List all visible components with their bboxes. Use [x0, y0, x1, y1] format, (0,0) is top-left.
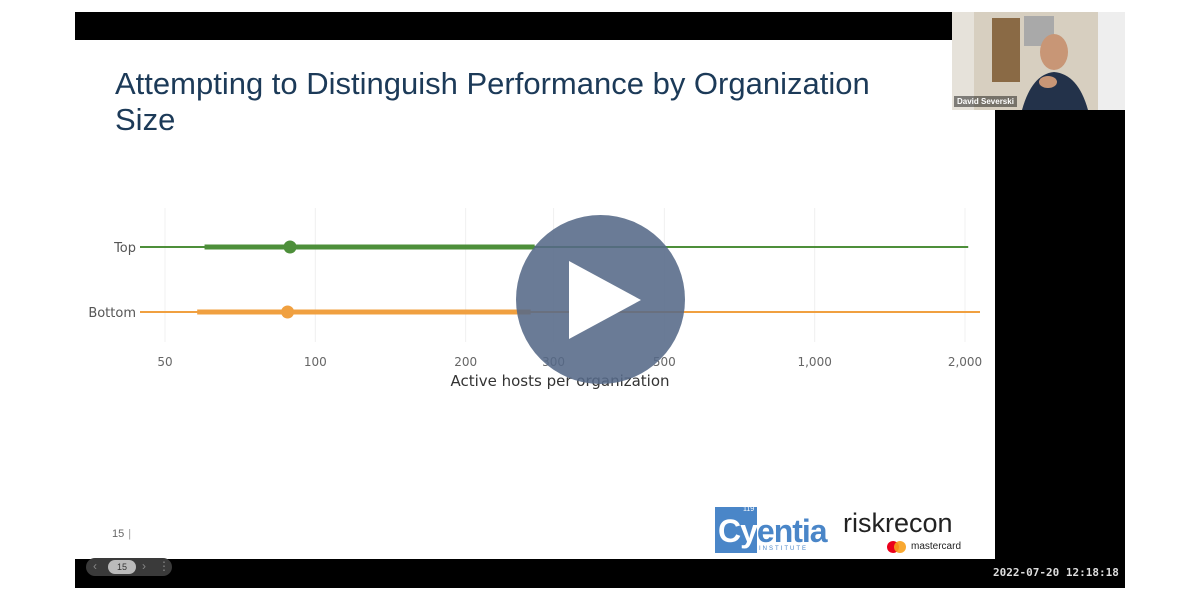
- person-head-shape: [1040, 34, 1068, 70]
- person-body-shape: [1022, 72, 1088, 110]
- next-slide-button[interactable]: ›: [142, 559, 146, 573]
- x-tick-label: 50: [157, 355, 172, 369]
- x-tick-label: 1,000: [797, 355, 831, 369]
- webcam-scene: [952, 12, 1125, 110]
- current-slide-indicator[interactable]: 15: [108, 560, 136, 574]
- median-point: [283, 240, 297, 254]
- x-tick-label: 2,000: [948, 355, 982, 369]
- cyentia-logo-subtitle: INSTITUTE: [759, 546, 808, 552]
- riskrecon-logo-text: riskrecon: [843, 508, 953, 538]
- page-number-separator: |: [128, 528, 132, 540]
- bookshelf-shape: [992, 18, 1020, 82]
- mastercard-logo: mastercard: [887, 540, 1007, 554]
- mastercard-logo-text: mastercard: [911, 541, 962, 552]
- page-number-text: 15: [112, 528, 125, 540]
- median-point: [281, 305, 295, 319]
- play-button[interactable]: [516, 215, 685, 384]
- slide-title: Attempting to Distinguish Performance by…: [115, 66, 870, 137]
- webcam-video: David Severski: [952, 12, 1125, 110]
- person-hand-shape: [1039, 76, 1057, 88]
- more-options-icon[interactable]: ⋮: [158, 559, 170, 573]
- chart-category-labels: Top Bottom: [88, 241, 136, 321]
- cyentia-logo-box: [715, 507, 757, 553]
- category-label: Bottom: [88, 306, 136, 321]
- play-icon: [569, 261, 641, 339]
- slide-navigation: ‹ 15 › ⋮: [86, 558, 172, 576]
- x-tick-label: 200: [454, 355, 477, 369]
- door-shape: [952, 12, 974, 110]
- cyentia-logo-rest-text: entia: [756, 513, 828, 549]
- category-label: Top: [113, 241, 136, 256]
- presentation-slide: Attempting to Distinguish Performance by…: [75, 40, 995, 559]
- webcam-name-label: David Severski: [954, 96, 1017, 107]
- window-shape: [1098, 12, 1125, 110]
- slide-page-number: 15 |: [112, 528, 131, 540]
- x-tick-label: 100: [304, 355, 327, 369]
- cyentia-logo-box-text: Cy: [718, 513, 758, 549]
- cyentia-logo-word: Cyentia: [718, 513, 828, 550]
- mastercard-yellow-circle: [894, 541, 906, 553]
- cyentia-logo-number: 119: [743, 506, 755, 513]
- riskrecon-logo: riskrecon mastercard: [843, 508, 961, 553]
- video-player[interactable]: Attempting to Distinguish Performance by…: [75, 12, 1125, 588]
- recording-timestamp: 2022-07-20 12:18:18: [993, 566, 1119, 579]
- previous-slide-button[interactable]: ‹: [93, 559, 97, 573]
